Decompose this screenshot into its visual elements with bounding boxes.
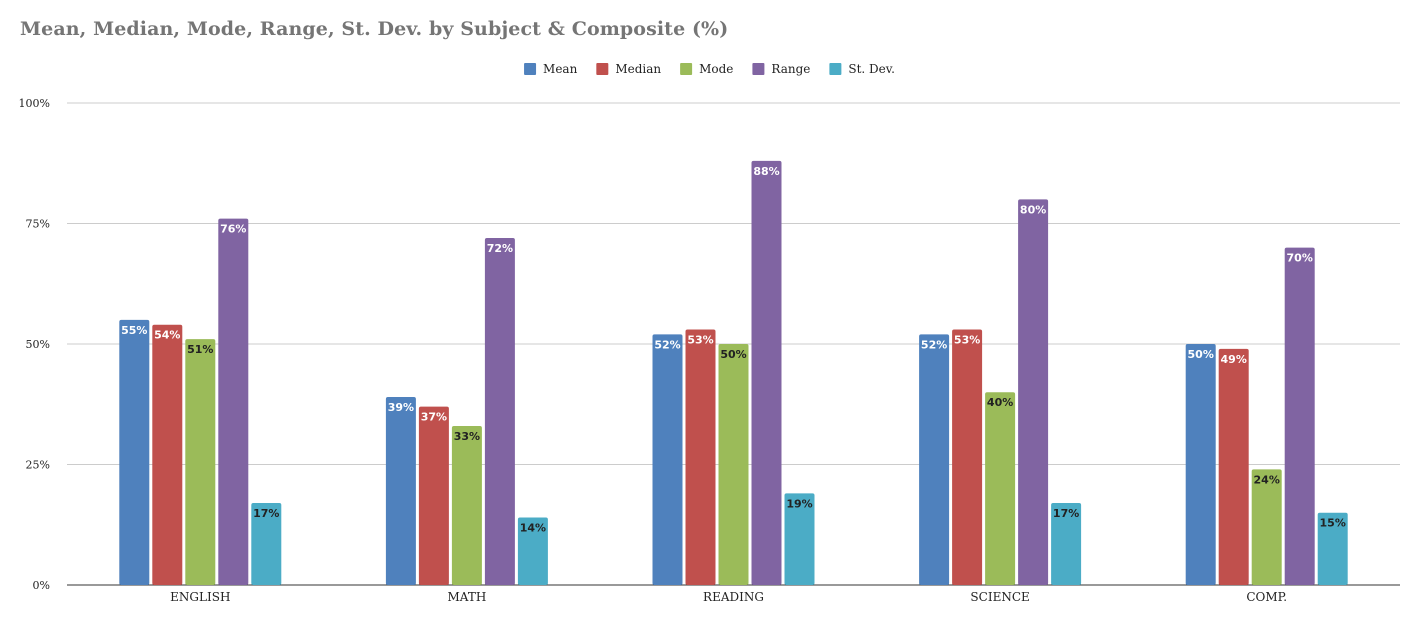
legend-swatch (596, 63, 609, 75)
bar-mean-science (919, 334, 950, 585)
bar-data-label: 88% (753, 165, 779, 178)
bar-median-reading (685, 329, 716, 585)
bar-mode-english (185, 339, 216, 585)
bar-data-label: 51% (187, 343, 213, 356)
bar-data-label: 80% (1020, 203, 1046, 216)
bar-data-label: 76% (220, 223, 246, 236)
bar-data-label: 40% (987, 396, 1013, 409)
bar-mode-comp (1251, 469, 1282, 585)
legend-swatch (524, 63, 537, 75)
bar-data-label: 33% (454, 430, 480, 443)
chart-title: Mean, Median, Mode, Range, St. Dev. by S… (20, 18, 729, 40)
bar-st-dev-english (251, 503, 282, 585)
bar-mode-reading (718, 344, 749, 585)
bar-mode-science (985, 392, 1016, 585)
bar-data-label: 14% (520, 522, 546, 535)
bar-st-dev-comp (1317, 512, 1348, 585)
bar-data-label: 52% (921, 338, 947, 351)
x-category-label: SCIENCE (970, 590, 1029, 604)
bar-data-label: 17% (1053, 507, 1079, 520)
x-category-label: COMP. (1246, 590, 1287, 604)
bar-range-comp (1284, 247, 1315, 585)
bar-data-label: 72% (487, 242, 513, 255)
bar-mean-english (119, 319, 150, 585)
bar-mean-comp (1185, 344, 1216, 585)
x-category-label: ENGLISH (170, 590, 230, 604)
y-tick-label: 25% (26, 459, 50, 472)
bar-st-dev-reading (784, 493, 815, 585)
bar-data-label: 17% (253, 507, 279, 520)
bar-range-science (1018, 199, 1049, 585)
bar-range-math (484, 237, 515, 585)
bar-range-reading (751, 160, 782, 585)
bar-mode-math (451, 425, 482, 585)
bar-data-label: 53% (954, 334, 980, 347)
bar-median-science (952, 329, 983, 585)
bar-median-comp (1218, 348, 1249, 585)
bar-st-dev-science (1051, 503, 1082, 585)
legend-label: Median (615, 62, 661, 76)
y-tick-label: 75% (26, 218, 50, 231)
bar-mean-math (385, 397, 416, 585)
bar-mean-reading (652, 334, 683, 585)
legend-label: St. Dev. (848, 62, 895, 76)
bar-st-dev-math (517, 517, 548, 585)
bar-median-english (152, 324, 183, 585)
bar-data-label: 53% (687, 334, 713, 347)
bar-data-label: 15% (1320, 517, 1346, 530)
legend-swatch (752, 63, 765, 75)
bar-data-label: 37% (421, 411, 447, 424)
bar-median-math (418, 406, 449, 585)
bar-data-label: 49% (1221, 353, 1247, 366)
legend-label: Mode (699, 62, 733, 76)
x-category-label: MATH (448, 590, 487, 604)
bar-data-label: 50% (720, 348, 746, 361)
y-tick-label: 50% (26, 338, 50, 351)
legend-swatch (829, 63, 842, 75)
bar-data-label: 50% (1188, 348, 1214, 361)
bar-data-label: 55% (121, 324, 147, 337)
bar-data-label: 39% (388, 401, 414, 414)
legend-label: Mean (543, 62, 578, 76)
bar-data-label: 54% (154, 329, 180, 342)
x-category-label: READING (703, 590, 764, 604)
y-tick-label: 100% (19, 97, 50, 110)
bar-data-label: 19% (786, 497, 812, 510)
bar-data-label: 24% (1254, 473, 1280, 486)
bar-data-label: 52% (654, 338, 680, 351)
bar-range-english (218, 218, 249, 585)
legend-swatch (680, 63, 693, 75)
legend-label: Range (771, 62, 810, 76)
bar-data-label: 70% (1287, 252, 1313, 265)
y-tick-label: 0% (33, 579, 50, 592)
